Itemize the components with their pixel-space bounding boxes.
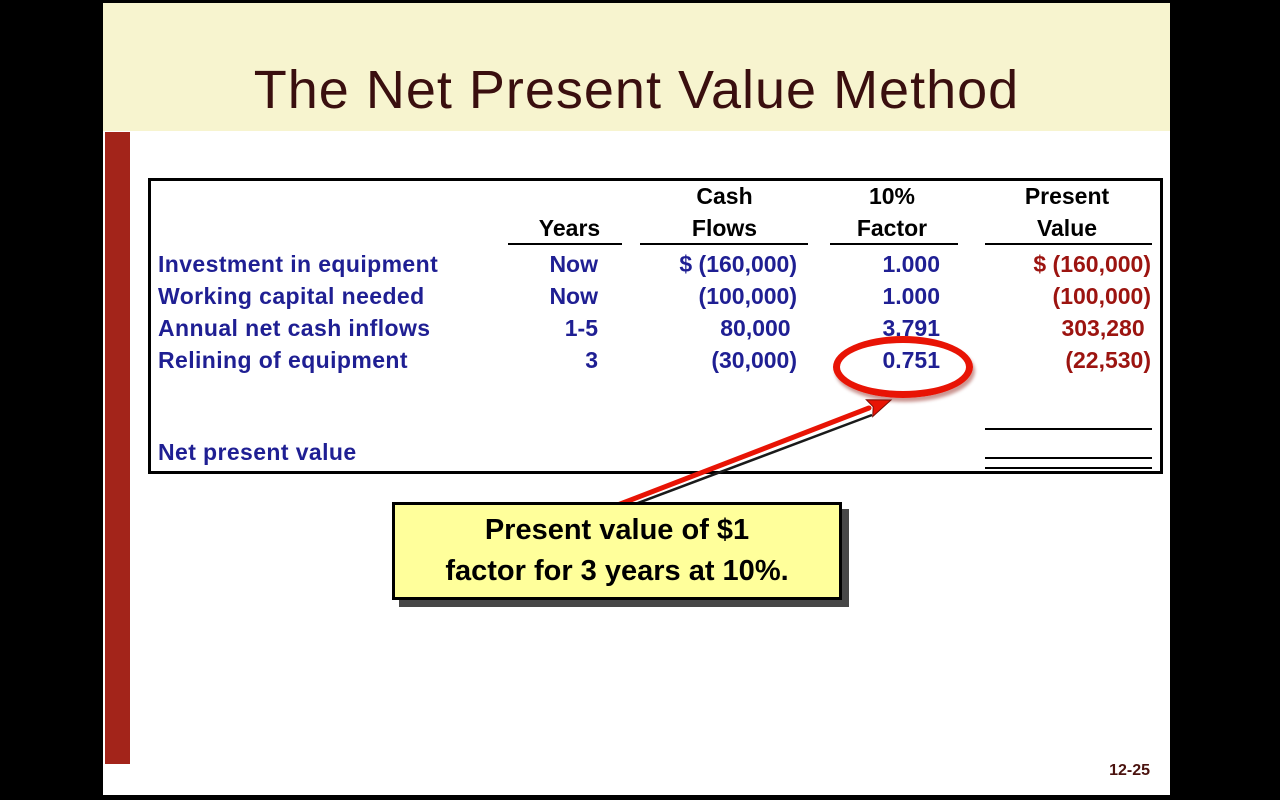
header-factor-line2: Factor <box>856 215 928 241</box>
cell-present-value: (100,000) <box>1052 282 1151 309</box>
cell-cash-flows: (30,000) <box>711 346 797 373</box>
cell-factor: 1.000 <box>882 250 940 277</box>
total-single-rule <box>985 428 1152 430</box>
underline-factor <box>830 243 958 245</box>
row-label: Relining of equipment <box>158 346 408 373</box>
cell-cash-flows: 80,000 <box>720 314 797 341</box>
header-years: Years <box>538 215 601 241</box>
empty-cell <box>625 437 810 467</box>
npv-table: Cash 10% Present Years Flows Factor Valu… <box>148 178 1163 474</box>
row-label: Working capital needed <box>158 282 425 309</box>
header-cash-line1: Cash <box>696 183 753 209</box>
header-spacer <box>151 212 500 245</box>
row-label: Annual net cash inflows <box>158 314 431 341</box>
cell-years: 1-5 <box>564 314 598 341</box>
underline-value <box>985 243 1152 245</box>
highlight-ellipse-icon <box>833 336 973 398</box>
callout-box: Present value of $1 factor for 3 years a… <box>392 502 842 600</box>
cell-present-value: (22,530) <box>1065 346 1151 373</box>
slide: The Net Present Value Method Cash 10% Pr… <box>103 3 1170 795</box>
underline-flows <box>640 243 808 245</box>
cell-years: Now <box>549 250 598 277</box>
header-present-line1: Present <box>1024 183 1110 209</box>
empty-cell <box>500 437 625 467</box>
header-spacer <box>500 181 625 212</box>
header-present-line2: Value <box>1036 215 1098 241</box>
cell-factor: 1.000 <box>882 282 940 309</box>
total-double-rule <box>985 457 1152 469</box>
accent-bar <box>105 132 130 764</box>
cell-present-value: 303,280 <box>1061 314 1151 341</box>
cell-cash-flows: $ (160,000) <box>679 250 797 277</box>
callout-line-1: Present value of $1 <box>484 514 750 546</box>
callout-line-2: factor for 3 years at 10%. <box>445 555 789 587</box>
header-factor-line1: 10% <box>868 183 916 209</box>
underline-years <box>508 243 622 245</box>
npv-table-grid: Cash 10% Present Years Flows Factor Valu… <box>151 181 1160 471</box>
title-banner: The Net Present Value Method <box>103 3 1170 131</box>
page-number: 12-25 <box>1109 762 1150 779</box>
cell-years: Now <box>549 282 598 309</box>
cell-years: 3 <box>585 346 598 373</box>
header-spacer <box>151 181 500 212</box>
empty-cell <box>810 437 960 467</box>
slide-title: The Net Present Value Method <box>253 60 1020 120</box>
header-cash-line2: Flows <box>691 215 758 241</box>
row-label: Investment in equipment <box>158 250 439 277</box>
cell-cash-flows: (100,000) <box>698 282 797 309</box>
cell-present-value: $ (160,000) <box>1033 250 1151 277</box>
total-row-label: Net present value <box>158 438 357 465</box>
